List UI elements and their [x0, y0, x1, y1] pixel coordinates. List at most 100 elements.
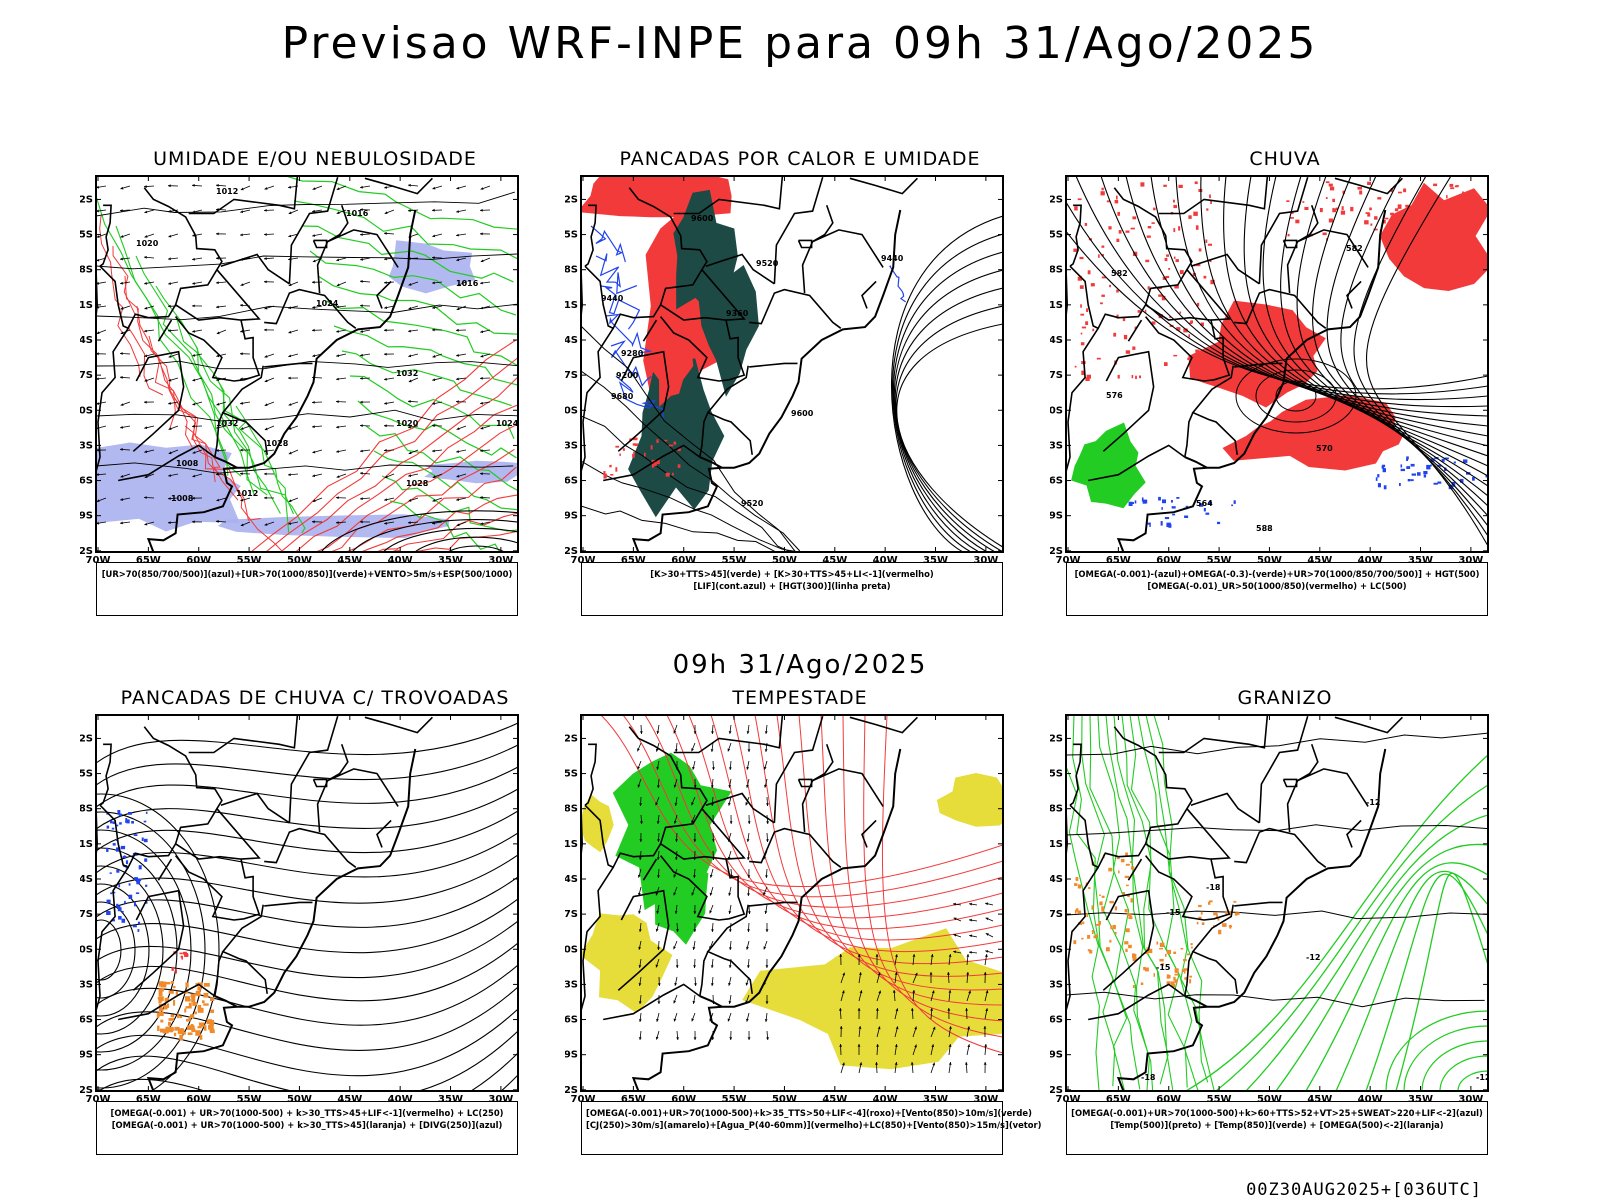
wind-vector: [312, 185, 323, 190]
rain-speck: [1077, 276, 1082, 281]
border-line: [699, 412, 709, 458]
rain-area-red: [1222, 394, 1403, 471]
omega-speck-orange: [1101, 908, 1105, 912]
rain-speck-blue: [1141, 497, 1144, 502]
border-line: [584, 187, 708, 330]
wind-vector: [120, 425, 131, 429]
border-line: [1127, 858, 1143, 881]
rain-speck: [1085, 377, 1090, 381]
wind-vector: [240, 521, 251, 527]
coastline-east: [631, 209, 902, 552]
pressure-contour: [413, 536, 518, 552]
lat-tick-label: 30S: [80, 405, 93, 416]
wind-vector: [673, 940, 678, 950]
convection-speck-orange: [168, 1018, 175, 1021]
map-plot: 9600 9520 9440 9360 9280 9200 9680 9600 9520 9440…: [565, 175, 1004, 566]
border-line: [584, 743, 597, 806]
wind-vector: [263, 472, 275, 476]
wind-vector: [693, 868, 696, 879]
omega-speck-orange: [1095, 924, 1101, 926]
wind-vector: [384, 521, 395, 525]
convection-speck-orange: [164, 997, 169, 1002]
rain-speck: [1209, 260, 1212, 263]
convection-speck-orange: [183, 990, 189, 994]
instability-speck: [673, 441, 677, 445]
wind-vector: [875, 1007, 879, 1020]
wind-vector: [216, 401, 227, 406]
lon-tick-label: 65W: [136, 555, 161, 566]
contour-label: 9520: [756, 259, 779, 268]
border-line: [1088, 444, 1186, 482]
thickness-contour-red: [390, 530, 518, 552]
convection-speck-orange: [179, 1015, 183, 1019]
border-line: [584, 204, 597, 267]
map-plot: 12S 15S 18S 21S 24S 27S 30S 33S 36S 39S 42S70W 65W 6…: [80, 714, 519, 1105]
lat-tick-label: 39S: [80, 511, 93, 522]
pressure-contour: [382, 527, 518, 552]
divergence-speck-blue: [116, 903, 119, 908]
rain-speck: [1454, 185, 1459, 188]
rain-speck: [1092, 328, 1095, 332]
border-line: [1191, 365, 1238, 455]
rain-speck: [1369, 207, 1372, 211]
lon-tick-label: 35W: [438, 1094, 463, 1105]
rain-speck: [1117, 211, 1120, 216]
lif-contour-blue: [605, 313, 653, 354]
wind-vector: [263, 233, 275, 236]
omega-speck-orange: [1124, 941, 1129, 945]
rain-speck: [1398, 191, 1402, 194]
wind-vector: [730, 868, 733, 879]
rain-speck: [1122, 317, 1126, 322]
rain-speck: [1374, 216, 1378, 220]
border-line: [642, 319, 658, 342]
wind-vector: [712, 832, 715, 843]
wind-vector: [432, 233, 443, 238]
rain-speck: [1117, 374, 1120, 379]
lat-tick-label: 27S: [1050, 370, 1063, 381]
wind-vector: [288, 449, 299, 455]
lat-tick-label: 12S: [1050, 733, 1063, 744]
wind-vector: [336, 449, 347, 453]
lat-tick-label: 42S: [565, 1085, 578, 1096]
omega-speck-orange: [1126, 884, 1129, 887]
instability-speck: [651, 459, 656, 463]
border-line: [214, 412, 224, 458]
rain-speck: [1123, 334, 1128, 340]
lat-tick-label: 42S: [80, 546, 93, 557]
lat-tick-label: 24S: [80, 874, 93, 885]
wind-vector: [894, 1062, 898, 1074]
wind-vector: [407, 521, 419, 524]
instability-area-green: [628, 357, 725, 518]
border-line: [1066, 327, 1099, 475]
wind-vector: [985, 917, 994, 922]
wind-vector: [930, 1062, 936, 1074]
rain-speck: [1077, 198, 1082, 201]
lon-tick-label: 45W: [822, 555, 847, 566]
thickness-contour-red: [279, 376, 518, 552]
wind-vector: [96, 497, 107, 502]
convection-speck-red: [175, 968, 177, 971]
border-line: [701, 269, 746, 321]
rain-speck: [1382, 220, 1386, 224]
wind-vector: [912, 989, 916, 1002]
convection-speck-orange: [198, 986, 202, 991]
omega-speck-orange: [1144, 967, 1149, 972]
border-line: [216, 269, 261, 321]
rain-speck-blue: [1171, 500, 1173, 503]
wind-vector: [143, 400, 155, 404]
hgt500-contour: [1280, 176, 1488, 487]
convection-speck-orange: [159, 1028, 166, 1033]
lat-tick-label: 36S: [1050, 1015, 1063, 1026]
convection-speck-orange: [209, 1030, 215, 1034]
wind-vector: [656, 724, 660, 734]
rain-speck: [1416, 235, 1418, 240]
wind-vector: [240, 425, 251, 430]
rain-speck: [1373, 228, 1378, 231]
rain-speck-blue: [1453, 461, 1456, 464]
lif-contour-blue: [600, 285, 641, 330]
wind-vector: [359, 400, 371, 404]
hgt500-contour: [1066, 230, 1488, 390]
wind-vector: [168, 473, 179, 477]
streamline-250hpa: [96, 766, 518, 808]
omega-speck-orange: [1156, 941, 1159, 945]
